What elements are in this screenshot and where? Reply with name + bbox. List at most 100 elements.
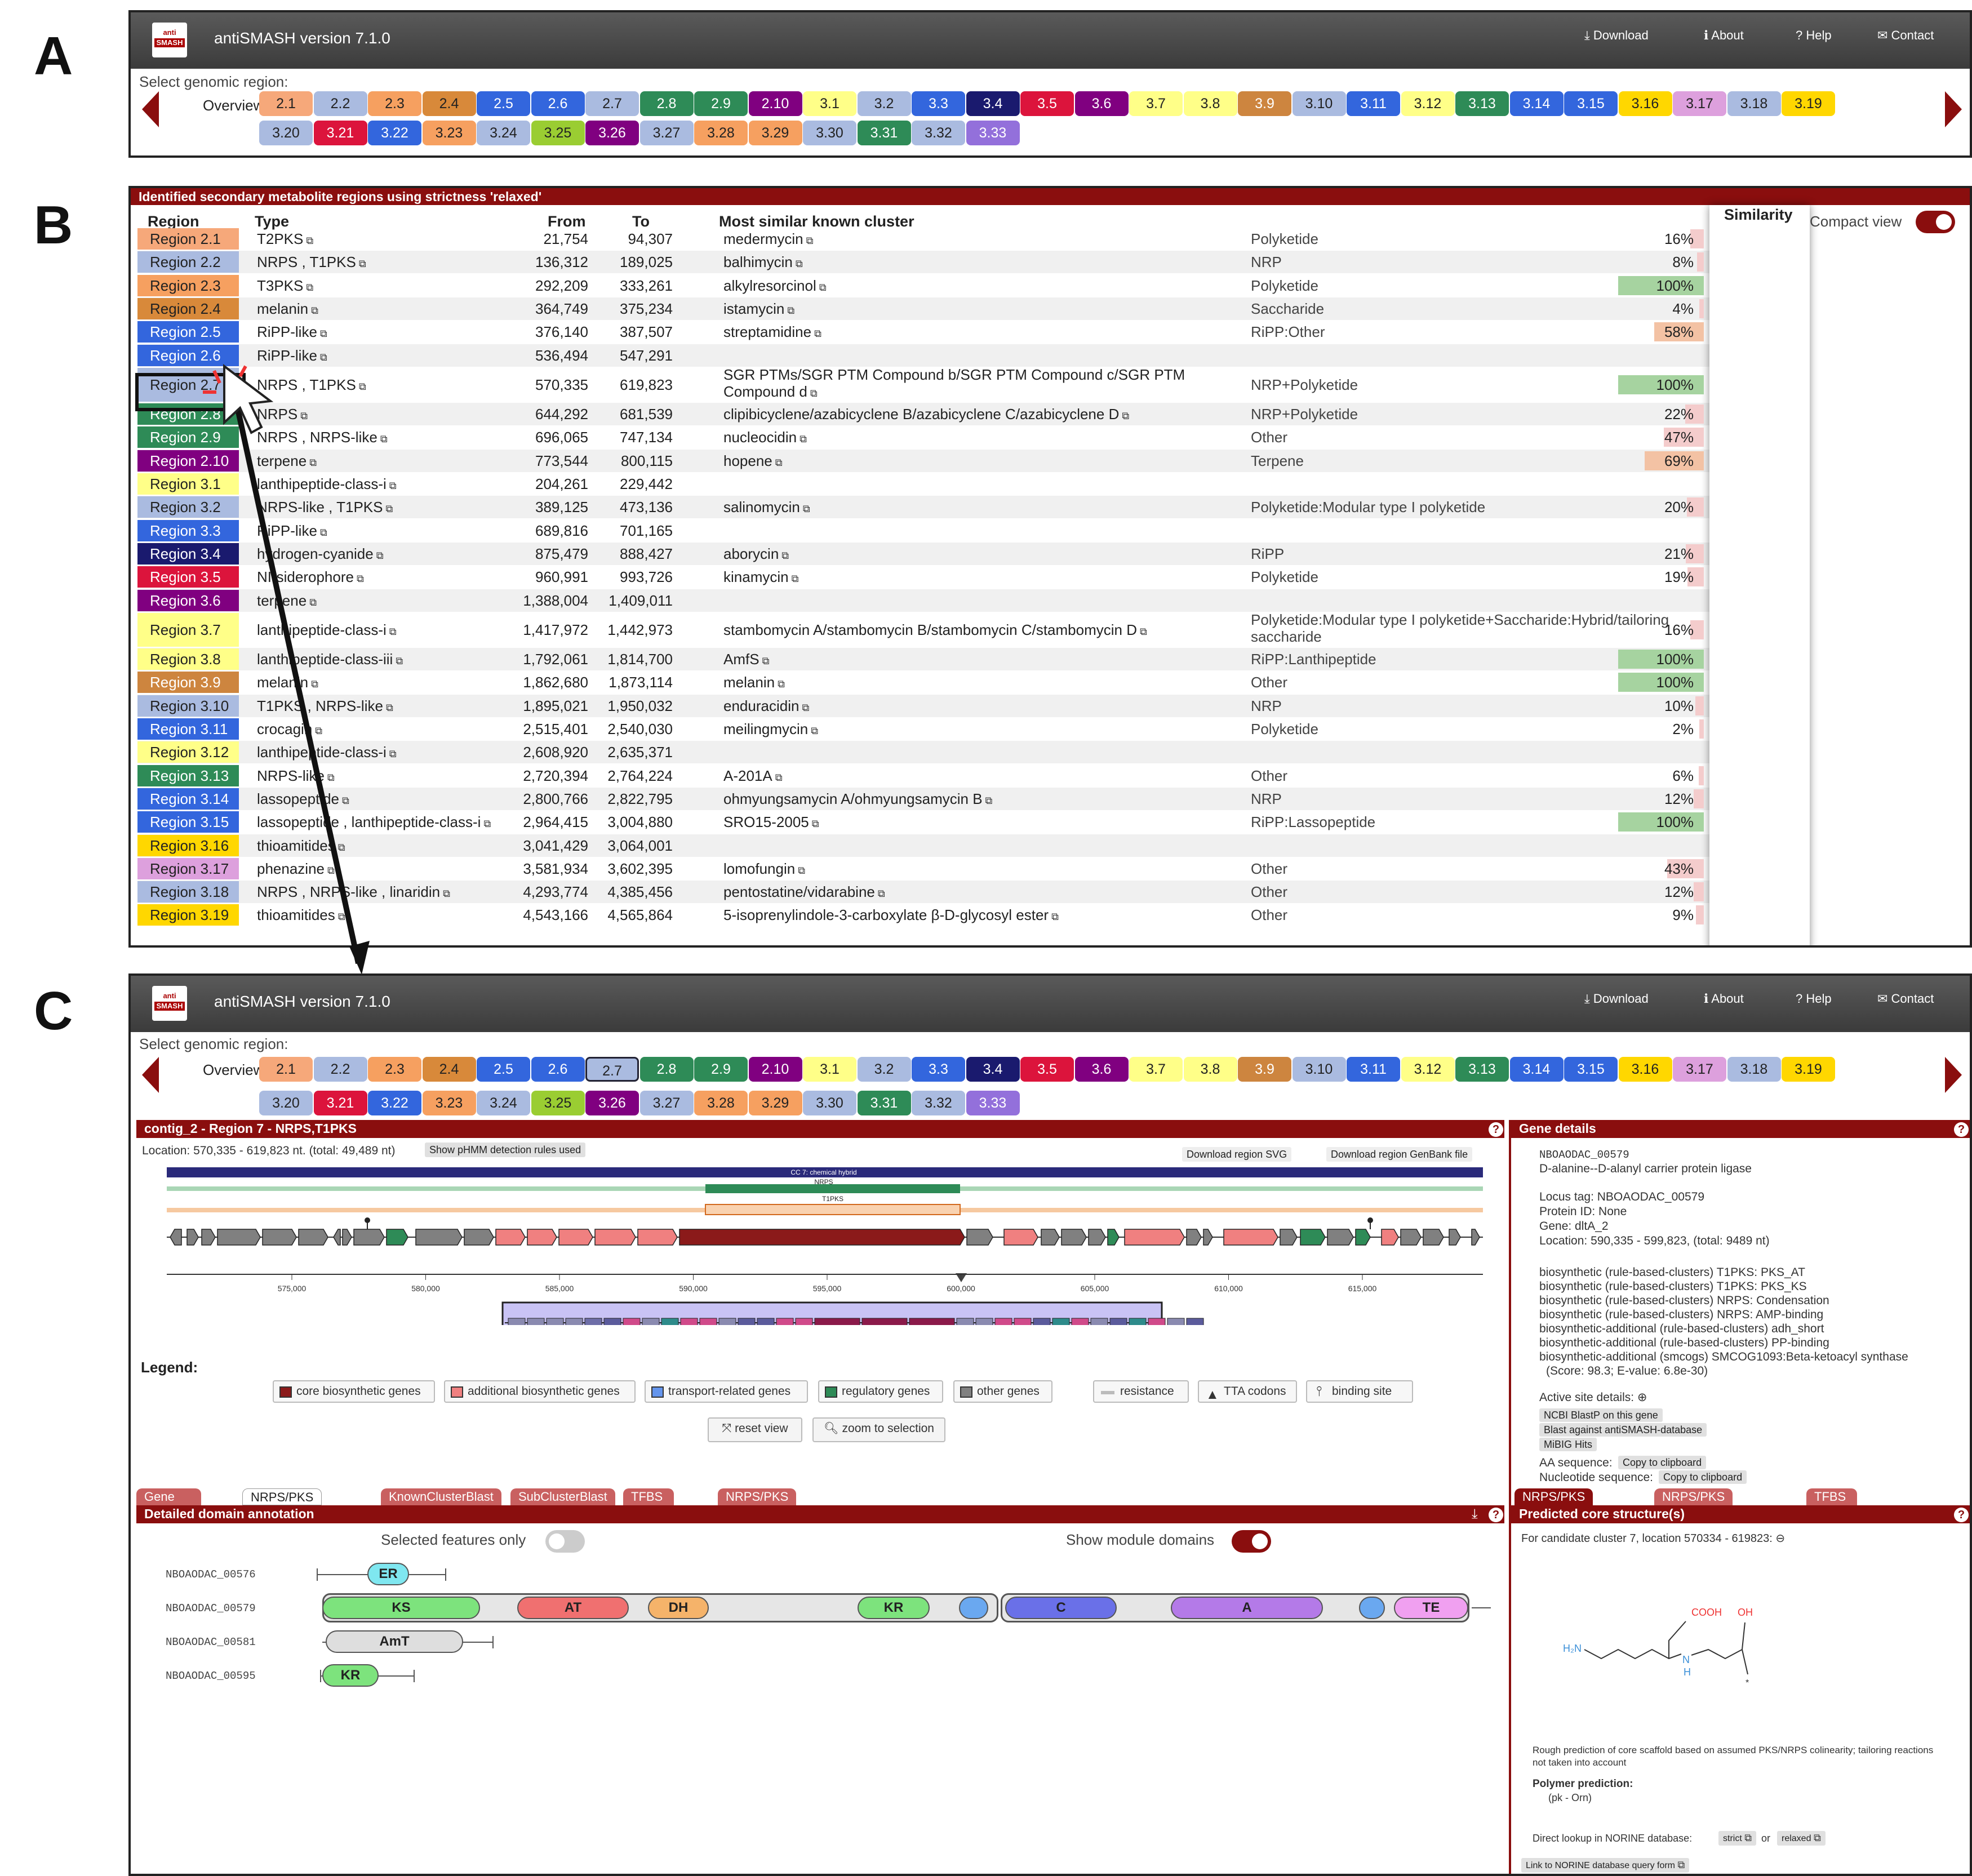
legend-tta-codons[interactable]: ▲ TTA codons bbox=[1198, 1380, 1297, 1403]
region-button[interactable]: 3.24 bbox=[477, 1091, 530, 1115]
type-cell[interactable]: lassopeptide , lanthipeptide-class-i ⧉ bbox=[257, 811, 491, 835]
zoom-selection-button[interactable]: 🔍︎ zoom to selection bbox=[812, 1417, 945, 1442]
download-link[interactable]: ⤓ Download bbox=[1584, 28, 1649, 42]
region-button[interactable]: 3.12 bbox=[1401, 1057, 1455, 1082]
region-button[interactable]: 3.13 bbox=[1455, 1057, 1509, 1082]
external-link-icon[interactable]: ⧉ bbox=[759, 655, 770, 667]
cluster-link[interactable]: pentostatine/vidarabine ⧉ bbox=[723, 881, 885, 905]
domain-dh[interactable]: DH bbox=[648, 1597, 709, 1619]
region-button[interactable]: 3.10 bbox=[1292, 1057, 1346, 1082]
region-map[interactable]: CC 7: chemical hybrid NRPS T1PKS 575,000… bbox=[165, 1167, 1489, 1325]
region-button[interactable]: 2.6 bbox=[531, 91, 585, 116]
region-button[interactable]: 2.2 bbox=[313, 91, 367, 116]
help-icon[interactable]: ? bbox=[1954, 1508, 1969, 1522]
region-button[interactable]: 3.18 bbox=[1727, 1057, 1781, 1082]
overview-button[interactable]: Overview bbox=[203, 97, 264, 114]
cluster-link[interactable]: A-201A ⧉ bbox=[723, 764, 783, 789]
cluster-link[interactable]: istamycin ⧉ bbox=[723, 297, 794, 322]
selected-only-toggle[interactable] bbox=[545, 1530, 585, 1553]
region-button[interactable]: 3.31 bbox=[857, 1091, 911, 1115]
show-module-toggle[interactable] bbox=[1232, 1530, 1271, 1553]
external-link-icon[interactable]: ⧉ bbox=[356, 380, 366, 392]
external-link-icon[interactable]: ⧉ bbox=[297, 410, 308, 422]
region-button[interactable]: 3.3 bbox=[912, 91, 965, 116]
region-link[interactable]: Region 3.4 bbox=[137, 543, 239, 564]
region-button[interactable]: 3.25 bbox=[531, 121, 585, 145]
region-button[interactable]: 3.19 bbox=[1782, 91, 1835, 116]
region-link[interactable]: Region 2.4 bbox=[137, 297, 239, 319]
external-link-icon[interactable]: ⧉ bbox=[317, 351, 327, 363]
header-cluster[interactable]: Most similar known cluster bbox=[719, 213, 914, 230]
region-button[interactable]: 3.22 bbox=[368, 1091, 421, 1115]
region-link[interactable]: Region 3.8 bbox=[137, 648, 239, 670]
region-button[interactable]: 3.33 bbox=[966, 121, 1020, 145]
region-button[interactable]: 3.20 bbox=[259, 121, 313, 145]
external-link-icon[interactable]: ⧉ bbox=[481, 818, 491, 830]
cluster-link[interactable]: stambomycin A/stambomycin B/stambomycin … bbox=[723, 619, 1147, 643]
blast-antismash-link[interactable]: Blast against antiSMASH-database bbox=[1539, 1423, 1707, 1437]
legend-core-biosynthetic[interactable]: core biosynthetic genes bbox=[273, 1380, 435, 1403]
contact-link[interactable]: ✉ Contact bbox=[1877, 28, 1934, 42]
tab-nrps-pks-products[interactable]: NRPS/PKS products bbox=[1514, 1488, 1593, 1521]
external-link-icon[interactable]: ⧉ bbox=[303, 281, 314, 293]
cluster-link[interactable]: 5-isoprenylindole-3-carboxylate β-D-glyc… bbox=[723, 904, 1059, 928]
cluster-link[interactable]: aborycin ⧉ bbox=[723, 543, 789, 567]
tab-tfbs-finder[interactable]: TFBS Finder bbox=[1806, 1488, 1858, 1521]
external-link-icon[interactable]: ⧉ bbox=[317, 526, 327, 538]
region-link[interactable]: Region 3.17 bbox=[137, 857, 239, 879]
domain-kr-2[interactable]: KR bbox=[322, 1664, 379, 1687]
header-region[interactable]: Region bbox=[148, 213, 199, 230]
norine-relaxed-link[interactable]: relaxed ⧉ bbox=[1777, 1831, 1826, 1846]
external-link-icon[interactable]: ⧉ bbox=[799, 701, 810, 713]
region-link[interactable]: Region 3.11 bbox=[137, 718, 239, 740]
type-cell[interactable]: NRPS , T1PKS ⧉ bbox=[257, 251, 366, 275]
external-link-icon[interactable]: ⧉ bbox=[982, 794, 993, 806]
region-link[interactable]: Region 3.15 bbox=[137, 811, 239, 833]
region-button[interactable]: 3.24 bbox=[477, 121, 530, 145]
next-region-arrow[interactable] bbox=[1945, 91, 1962, 127]
region-button[interactable]: 3.17 bbox=[1673, 1057, 1726, 1082]
region-link[interactable]: Region 3.1 bbox=[137, 473, 239, 495]
region-button[interactable]: 3.28 bbox=[694, 121, 748, 145]
type-cell[interactable]: T1PKS , NRPS-like ⧉ bbox=[257, 695, 393, 719]
region-button[interactable]: 3.8 bbox=[1183, 91, 1237, 116]
tab-tfbs-finder[interactable]: TFBS Finder bbox=[623, 1488, 674, 1521]
region-button[interactable]: 3.5 bbox=[1020, 1057, 1074, 1082]
type-cell[interactable]: NRPS-like , T1PKS ⧉ bbox=[257, 496, 393, 520]
type-cell[interactable]: melanin ⧉ bbox=[257, 297, 318, 322]
external-link-icon[interactable]: ⧉ bbox=[1137, 625, 1147, 637]
region-button[interactable]: 3.22 bbox=[368, 121, 421, 145]
tab-nrps-pks-substrates[interactable]: NRPS/PKS substrates bbox=[1654, 1488, 1733, 1521]
external-link-icon[interactable]: ⧉ bbox=[377, 433, 388, 445]
region-button[interactable]: 3.6 bbox=[1074, 1057, 1129, 1082]
domain-ks[interactable]: KS bbox=[322, 1597, 480, 1619]
region-button[interactable]: 3.1 bbox=[803, 1057, 856, 1082]
region-button[interactable]: 2.9 bbox=[694, 91, 748, 116]
external-link-icon[interactable]: ⧉ bbox=[353, 573, 364, 585]
external-link-icon[interactable]: ⧉ bbox=[383, 503, 393, 515]
legend-binding-site[interactable]: ⫯ binding site bbox=[1306, 1380, 1413, 1403]
external-link-icon[interactable]: ⧉ bbox=[325, 864, 335, 876]
tab-nrps-pks-modules[interactable]: NRPS/PKS modules bbox=[718, 1488, 797, 1521]
external-link-icon[interactable]: ⧉ bbox=[324, 771, 335, 783]
cluster-link[interactable]: alkylresorcinol ⧉ bbox=[723, 274, 827, 299]
region-button[interactable]: 2.5 bbox=[477, 1057, 530, 1082]
help-icon[interactable]: ? bbox=[1954, 1122, 1969, 1137]
domain-er[interactable]: ER bbox=[367, 1563, 409, 1585]
type-cell[interactable]: lanthipeptide-class-iii ⧉ bbox=[257, 648, 403, 672]
region-button[interactable]: 2.8 bbox=[639, 1057, 694, 1082]
external-link-icon[interactable]: ⧉ bbox=[792, 258, 803, 270]
antismash-logo-c[interactable]: anti SMASH bbox=[152, 986, 187, 1021]
type-cell[interactable]: T3PKS ⧉ bbox=[257, 274, 313, 299]
region-link[interactable]: Region 3.9 bbox=[137, 672, 239, 694]
prev-region-arrow-c[interactable] bbox=[142, 1057, 159, 1093]
reset-view-button[interactable]: ⤧ reset view bbox=[708, 1417, 802, 1442]
external-link-icon[interactable]: ⧉ bbox=[440, 888, 450, 900]
region-link[interactable]: Region 2.9 bbox=[137, 426, 239, 448]
region-link[interactable]: Region 3.19 bbox=[137, 904, 239, 926]
region-button[interactable]: 3.25 bbox=[531, 1091, 585, 1115]
region-button[interactable]: 2.10 bbox=[748, 91, 802, 116]
region-button[interactable]: 3.9 bbox=[1238, 91, 1291, 116]
download-link-c[interactable]: ⤓ Download bbox=[1584, 992, 1649, 1006]
region-button[interactable]: 3.26 bbox=[585, 121, 639, 145]
